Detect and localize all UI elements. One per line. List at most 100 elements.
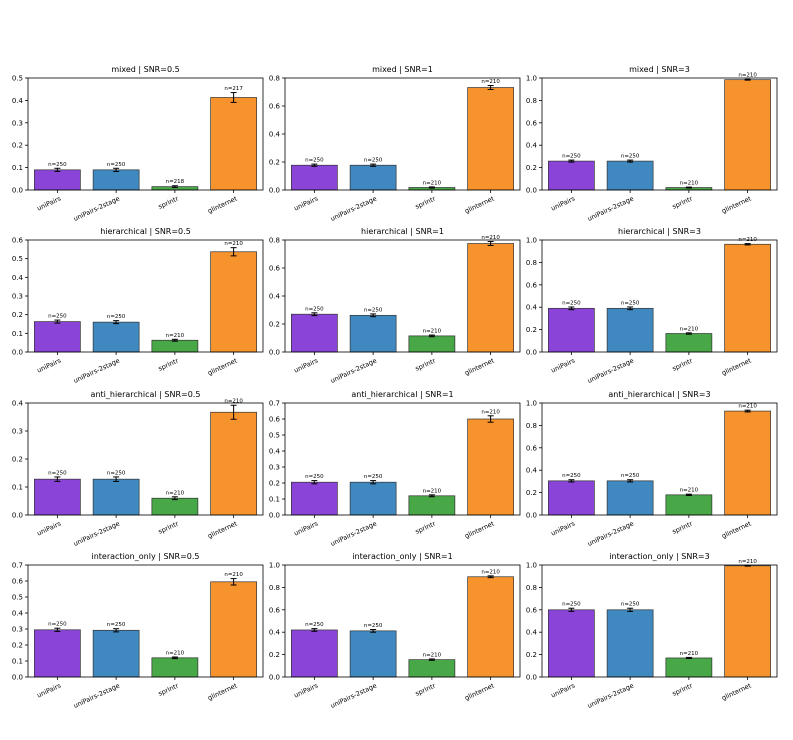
y-tick-label: 0.5: [12, 75, 23, 83]
n-label: n=250: [48, 622, 67, 628]
n-label: n=250: [621, 154, 640, 160]
x-tick-label: uniPairs: [293, 519, 320, 537]
n-label: n=250: [107, 470, 126, 476]
x-tick-label: uniPairs-2stage: [586, 520, 635, 548]
subplot-title: hierarchical | SNR=1: [361, 227, 444, 236]
axes-frame: [27, 77, 264, 191]
n-label: n=250: [305, 474, 324, 480]
x-tick-label: uniPairs: [36, 356, 63, 374]
y-tick-label: 0.0: [526, 512, 537, 520]
bar-glinternet: [210, 97, 257, 191]
subplot-2: mixed | SNR=1 0.0 0.2 0.4 0.6 0.8 n=250 uniPair…: [269, 65, 521, 223]
axes-frame: [284, 239, 521, 353]
y-tick-label: 1.0: [526, 562, 537, 570]
x-tick-label: glinternet: [206, 519, 238, 540]
subplot-5: hierarchical | SNR=1 0.0 0.2 0.4 0.6 0.8 n=250…: [269, 227, 521, 385]
axes-frame: [27, 239, 264, 353]
x-tick-label: uniPairs-2stage: [586, 682, 635, 710]
x-tick-label: uniPairs-2stage: [329, 682, 378, 710]
n-label: n=250: [48, 314, 67, 320]
subplot-title: interaction_only | SNR=1: [352, 552, 452, 561]
y-tick-label: 0.0: [12, 512, 23, 520]
subplot-11: interaction_only | SNR=1 0.0 0.2 0.4 0.6 0.8 1…: [269, 552, 521, 710]
bar-sprintr: [151, 497, 199, 516]
y-tick-label: 0.5: [269, 432, 280, 440]
n-label: n=210: [481, 79, 500, 85]
n-label: n=250: [562, 154, 581, 160]
subplot-8: anti_hierarchical | SNR=1 0.0 0.1 0.2 0.3 0.4…: [269, 390, 521, 548]
y-tick-label: 0.4: [526, 142, 538, 150]
x-tick-label: uniPairs-2stage: [72, 520, 121, 548]
subplot-title: anti_hierarchical | SNR=1: [351, 390, 453, 399]
bar-glinternet: [467, 418, 514, 516]
bar-glinternet: [210, 251, 257, 353]
n-label: n=250: [621, 602, 640, 608]
y-tick-label: 0.1: [12, 658, 23, 666]
y-tick-label: 0.1: [12, 330, 23, 338]
n-label: n=218: [166, 179, 185, 185]
axes-frame: [284, 564, 521, 678]
y-tick-label: 0.2: [12, 456, 23, 464]
x-tick-label: sprintr: [157, 519, 180, 535]
y-tick-label: 0.0: [12, 187, 23, 195]
bar-uniPairs-2stage: [349, 481, 397, 516]
n-label: n=250: [48, 470, 67, 476]
y-tick-label: 0.6: [12, 578, 24, 586]
subplot-4: hierarchical | SNR=0.5 0.0 0.1 0.2 0.3 0.4 0.5…: [12, 227, 264, 385]
x-tick-label: sprintr: [157, 681, 180, 697]
axes-frame: [541, 77, 778, 191]
axes-frame: [541, 239, 778, 353]
y-tick-label: 0.4: [12, 400, 24, 408]
y-tick-label: 0.0: [12, 674, 23, 682]
n-label: n=210: [680, 488, 699, 494]
x-tick-label: glinternet: [720, 194, 752, 215]
axes-frame: [27, 564, 264, 678]
y-tick-label: 0.6: [269, 416, 281, 424]
n-label: n=210: [423, 488, 442, 494]
y-tick-label: 0.2: [526, 651, 537, 659]
x-tick-label: sprintr: [414, 681, 437, 697]
subplot-title: anti_hierarchical | SNR=3: [608, 390, 710, 399]
x-tick-label: uniPairs: [550, 681, 577, 699]
bar-uniPairs: [34, 169, 81, 191]
subplot-title: interaction_only | SNR=3: [609, 552, 709, 561]
axes-frame: [284, 77, 521, 191]
bar-uniPairs-2stage: [606, 480, 654, 516]
bar-uniPairs: [291, 164, 338, 191]
bar-glinternet: [467, 576, 514, 678]
x-tick-label: sprintr: [157, 356, 180, 372]
y-tick-label: 0.6: [526, 444, 538, 452]
y-tick-label: 0.1: [12, 164, 23, 172]
bar-uniPairs: [291, 629, 338, 678]
bar-sprintr: [151, 339, 199, 353]
y-tick-label: 0.3: [12, 626, 23, 634]
y-tick-label: 0.0: [526, 187, 537, 195]
y-tick-label: 0.6: [269, 265, 281, 273]
bar-uniPairs-2stage: [92, 169, 140, 191]
y-tick-label: 0.0: [526, 349, 537, 357]
n-label: n=250: [107, 314, 126, 320]
x-tick-label: uniPairs: [293, 194, 320, 212]
bar-glinternet: [467, 87, 514, 191]
y-tick-label: 0.4: [526, 467, 538, 475]
bar-uniPairs-2stage: [606, 160, 654, 191]
bar-sprintr: [408, 495, 456, 516]
y-tick-label: 0.3: [269, 464, 280, 472]
x-tick-label: glinternet: [463, 519, 495, 540]
y-tick-label: 1.0: [526, 237, 537, 245]
n-label: n=250: [305, 158, 324, 164]
x-tick-label: uniPairs: [550, 519, 577, 537]
y-tick-label: 0.2: [269, 480, 280, 488]
x-tick-label: uniPairs: [36, 681, 63, 699]
n-label: n=250: [562, 300, 581, 306]
bar-glinternet: [724, 410, 771, 516]
x-tick-label: uniPairs: [550, 356, 577, 374]
x-tick-label: glinternet: [463, 681, 495, 702]
n-label: n=210: [680, 326, 699, 332]
y-tick-label: 0.8: [269, 237, 280, 245]
y-tick-label: 0.1: [269, 496, 280, 504]
n-label: n=210: [224, 572, 243, 578]
x-tick-label: glinternet: [720, 519, 752, 540]
n-label: n=250: [562, 473, 581, 479]
y-tick-label: 0.4: [12, 610, 24, 618]
